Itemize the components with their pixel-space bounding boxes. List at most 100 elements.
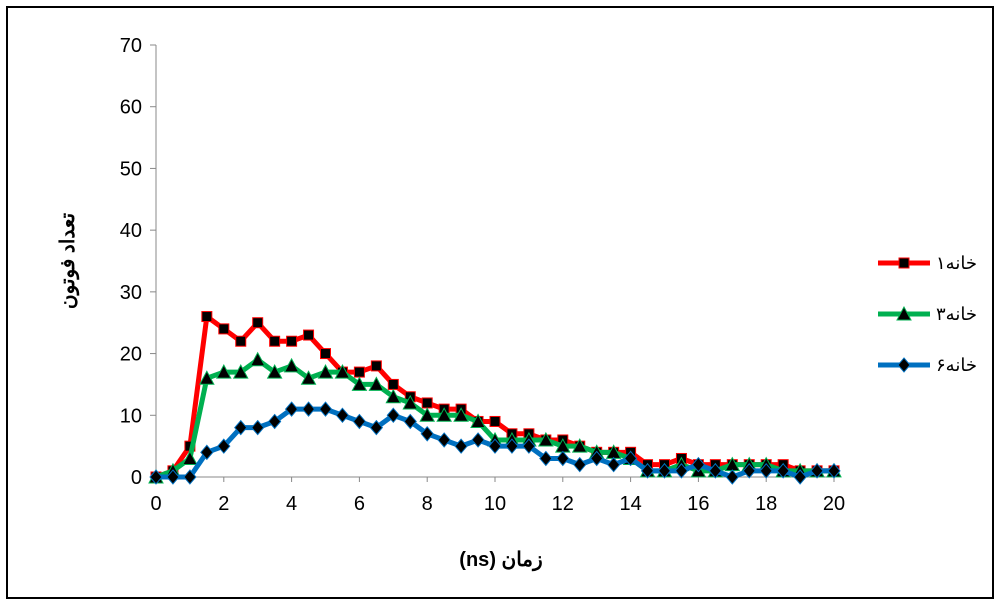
legend-marker <box>896 305 912 321</box>
data-point <box>232 364 249 379</box>
y-tick-label: 10 <box>120 405 142 427</box>
x-tick-label: 20 <box>823 493 845 515</box>
x-tick-label: 12 <box>552 493 574 515</box>
data-point <box>419 407 436 422</box>
data-point <box>623 450 638 467</box>
data-point <box>403 413 417 430</box>
data-point <box>674 463 689 479</box>
data-point <box>691 456 706 473</box>
data-point <box>218 323 230 335</box>
data-point <box>556 450 570 467</box>
data-point <box>657 463 672 479</box>
data-point <box>182 450 198 465</box>
data-point <box>590 450 604 467</box>
data-point <box>793 469 807 485</box>
data-point <box>269 335 281 347</box>
series-3 <box>149 401 841 485</box>
data-point <box>300 370 317 385</box>
data-point <box>453 407 469 422</box>
data-point <box>200 444 214 461</box>
chart-frame: 0 10 20 30 40 50 60 70 0 2 4 6 8 10 12 14 16 18 20 خانه۱ خا… <box>6 6 994 599</box>
data-point <box>234 419 248 436</box>
y-tick-label: 40 <box>120 220 142 242</box>
data-point <box>640 463 655 479</box>
data-point <box>149 469 163 485</box>
data-point <box>317 364 334 379</box>
data-point <box>708 463 723 479</box>
y-tick-label: 50 <box>120 158 142 180</box>
data-point <box>471 432 485 448</box>
data-point <box>235 335 247 347</box>
data-point <box>776 463 790 479</box>
data-point <box>810 463 824 479</box>
x-tick-label: 16 <box>687 493 709 515</box>
legend-item: خانه۳ <box>878 304 977 324</box>
data-point <box>352 413 367 430</box>
data-point <box>421 397 433 409</box>
y-tick-label: 20 <box>120 344 142 366</box>
data-point <box>370 360 382 372</box>
data-point <box>368 376 385 391</box>
data-point <box>252 317 264 329</box>
data-point <box>386 407 400 424</box>
chart-axes: 0 10 20 30 40 50 60 70 0 2 4 6 8 10 12 14 16 18 20 <box>120 35 845 515</box>
data-point <box>267 413 282 430</box>
data-point <box>351 376 368 391</box>
x-tick-label: 8 <box>422 493 433 515</box>
chart-legend: خانه۱ خانه۳ خانه۶ <box>878 253 977 375</box>
y-tick-label: 60 <box>120 97 142 119</box>
x-tick-label: 0 <box>150 493 161 515</box>
x-axis-title: زمان (ns) <box>459 549 542 572</box>
data-point <box>199 370 215 385</box>
legend-marker <box>898 257 910 269</box>
data-point <box>215 364 232 379</box>
data-point <box>437 432 451 448</box>
x-tick-label: 10 <box>484 493 506 515</box>
data-point <box>387 378 399 390</box>
data-point <box>286 335 298 347</box>
x-tick-label: 4 <box>286 493 297 515</box>
data-point <box>283 357 300 373</box>
data-point <box>385 388 402 404</box>
x-tick-label: 6 <box>354 493 365 515</box>
legend-item: خانه۱ <box>878 253 977 273</box>
data-point <box>318 401 333 417</box>
data-point <box>284 401 299 417</box>
data-point <box>249 351 266 367</box>
y-axis-title: تعداد فوتون <box>57 212 80 309</box>
legend-label: خانه۱ <box>936 253 977 273</box>
data-point <box>217 438 231 454</box>
x-tick-label: 14 <box>619 493 641 515</box>
legend-label: خانه۶ <box>936 355 977 375</box>
data-point <box>505 438 519 454</box>
data-point <box>183 469 197 485</box>
series-layer <box>148 311 842 485</box>
y-tick-label: 70 <box>120 35 142 57</box>
data-point <box>742 463 756 479</box>
data-point <box>301 401 316 417</box>
data-point <box>571 438 588 453</box>
x-tick-label: 18 <box>755 493 777 515</box>
data-point <box>420 426 434 442</box>
data-point <box>489 415 501 427</box>
data-point <box>303 329 315 341</box>
legend-label: خانه۳ <box>936 304 977 324</box>
data-point <box>402 394 419 410</box>
data-point <box>488 438 502 454</box>
data-point <box>538 431 554 447</box>
data-point <box>166 469 180 485</box>
x-tick-label: 2 <box>218 493 229 515</box>
series-1 <box>150 311 840 483</box>
y-tick-label: 30 <box>120 282 142 304</box>
data-point <box>606 456 621 473</box>
data-point <box>369 419 384 436</box>
data-point <box>827 463 841 479</box>
data-point <box>539 450 553 467</box>
data-point <box>201 311 213 323</box>
data-point <box>725 469 739 485</box>
data-point <box>759 463 773 479</box>
data-point <box>436 407 452 422</box>
data-point <box>320 348 331 360</box>
data-point <box>522 438 536 454</box>
